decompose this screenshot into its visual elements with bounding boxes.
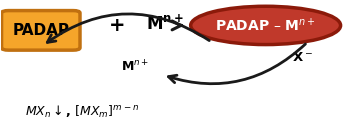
Text: $MX_n \downarrow$, $[MX_m]^{m-n}$: $MX_n \downarrow$, $[MX_m]^{m-n}$ <box>25 104 139 120</box>
Text: +: + <box>109 16 126 35</box>
Ellipse shape <box>191 6 341 45</box>
Text: PADAP – M$^{n+}$: PADAP – M$^{n+}$ <box>215 17 316 34</box>
Text: X$^-$: X$^-$ <box>292 51 313 64</box>
Text: M$^{n+}$: M$^{n+}$ <box>121 60 149 75</box>
FancyArrowPatch shape <box>168 44 306 84</box>
Text: PADAP: PADAP <box>12 23 69 38</box>
FancyBboxPatch shape <box>1 11 80 50</box>
Text: $\mathbf{M^{n+}}$: $\mathbf{M^{n+}}$ <box>146 14 183 33</box>
FancyArrowPatch shape <box>47 14 209 42</box>
